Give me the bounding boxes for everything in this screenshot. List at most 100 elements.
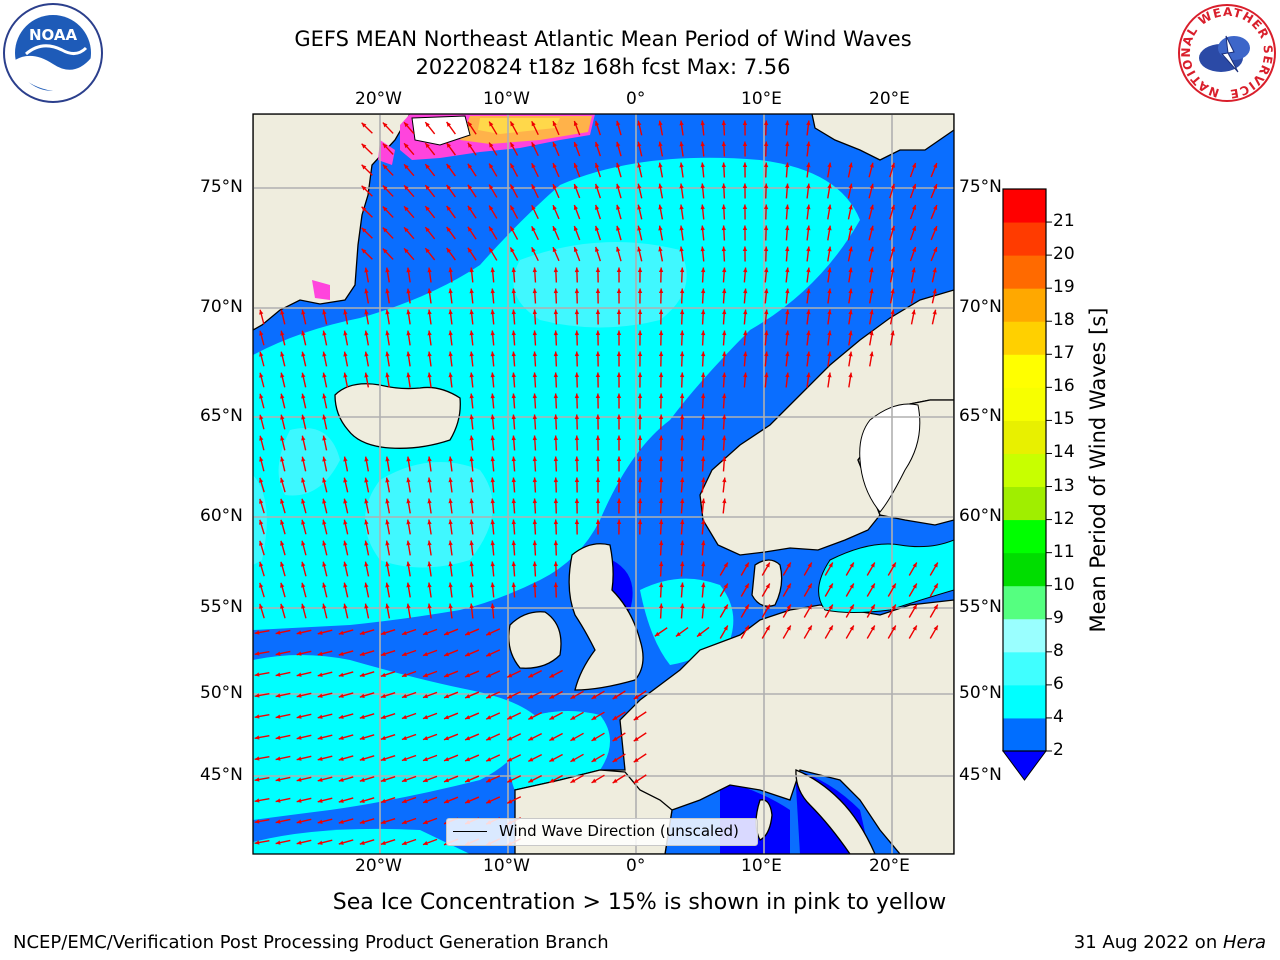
legend-label: Wind Wave Direction (unscaled) [499, 822, 739, 840]
wind-wave-arrow [385, 330, 390, 346]
wind-wave-arrow [806, 372, 811, 388]
wind-wave-arrow [595, 477, 601, 493]
wind-wave-arrow [532, 582, 538, 598]
wind-wave-arrow [637, 498, 643, 514]
wind-wave-arrow [317, 734, 333, 740]
wind-wave-arrow [259, 477, 265, 493]
wind-wave-arrow [637, 204, 643, 220]
wind-wave-arrow [658, 246, 664, 262]
wind-wave-arrow [531, 246, 539, 262]
wind-wave-arrow [343, 561, 349, 577]
wind-wave-arrow [658, 183, 664, 199]
wind-wave-arrow [785, 225, 790, 241]
wind-wave-arrow [742, 225, 748, 241]
wind-wave-arrow [488, 163, 498, 177]
wind-wave-arrow [469, 498, 474, 514]
wind-wave-arrow [742, 141, 748, 157]
wind-wave-arrow [848, 288, 853, 304]
wind-wave-arrow [594, 204, 602, 220]
wind-wave-arrow [464, 796, 480, 804]
wind-wave-arrow [343, 330, 349, 346]
wind-wave-arrow [616, 351, 622, 367]
colorbar-tick-label: 16 [1053, 376, 1075, 397]
wind-wave-arrow [658, 288, 664, 304]
wind-wave-arrow [782, 604, 792, 618]
wind-wave-arrow [910, 309, 916, 325]
wind-wave-arrow [782, 562, 792, 576]
wind-wave-arrow [889, 246, 895, 262]
wind-wave-arrow [511, 267, 516, 283]
wind-wave-arrow [594, 246, 602, 262]
wind-wave-arrow [721, 225, 727, 241]
wind-wave-arrow [406, 582, 411, 598]
wind-wave-arrow [721, 162, 727, 178]
wind-wave-arrow [467, 142, 477, 156]
wind-wave-arrow [485, 712, 501, 720]
wind-wave-arrow [722, 267, 727, 283]
wind-wave-arrow [488, 247, 498, 261]
wind-wave-arrow [275, 776, 291, 782]
wind-wave-arrow [322, 414, 328, 430]
wind-wave-arrow [364, 351, 370, 367]
wind-wave-arrow [259, 393, 265, 409]
wind-wave-arrow [763, 162, 769, 178]
wind-wave-arrow [785, 309, 790, 325]
wind-wave-arrow [658, 141, 664, 157]
wind-wave-arrow [401, 817, 417, 825]
wind-wave-arrow [679, 288, 685, 304]
wind-wave-arrow [488, 121, 498, 135]
wind-wave-arrow [591, 711, 605, 721]
wind-wave-arrow [385, 540, 391, 556]
wind-wave-arrow [889, 225, 895, 241]
wind-wave-arrow [930, 246, 938, 262]
wind-wave-arrow [275, 671, 291, 677]
colorbar-tick-label: 4 [1053, 706, 1064, 727]
wind-wave-arrow [317, 629, 333, 635]
wind-wave-arrow [761, 583, 771, 597]
wind-wave-arrow [443, 754, 459, 762]
wind-wave-arrow [343, 603, 349, 619]
wind-wave-arrow [637, 309, 643, 325]
wind-wave-arrow [382, 164, 394, 176]
lon-label-top-0: 0° [626, 89, 646, 109]
wind-wave-arrow [485, 775, 501, 783]
wind-wave-arrow [764, 309, 769, 325]
wind-wave-arrow [574, 498, 580, 514]
wind-wave-arrow [301, 561, 307, 577]
colorbar-band [1003, 387, 1046, 421]
wind-wave-arrow [552, 141, 560, 157]
wind-wave-arrow [889, 204, 895, 220]
wind-wave-arrow [847, 183, 853, 199]
wind-wave-arrow [511, 582, 516, 598]
colorbar-band [1003, 717, 1046, 752]
wind-wave-arrow [401, 775, 417, 783]
wind-wave-arrow [887, 604, 897, 618]
wind-wave-arrow [464, 649, 480, 657]
ireland [508, 611, 562, 669]
wind-wave-arrow [364, 540, 370, 556]
wind-wave-arrow [740, 625, 750, 639]
wind-wave-arrow [553, 498, 559, 514]
wind-wave-arrow [361, 164, 373, 176]
wind-wave-arrow [868, 204, 874, 220]
wind-wave-arrow [679, 225, 684, 241]
wind-wave-arrow [721, 120, 727, 136]
wind-wave-arrow [406, 351, 411, 367]
wind-wave-arrow [637, 456, 643, 472]
wind-wave-arrow [464, 733, 480, 741]
wind-wave-arrow [364, 603, 370, 619]
wind-wave-arrow [446, 184, 456, 198]
wind-wave-arrow [680, 519, 685, 535]
wind-wave-arrow [742, 204, 748, 220]
wind-wave-arrow [679, 246, 684, 262]
wind-wave-arrow [637, 372, 643, 388]
wind-wave-arrow [764, 288, 769, 304]
wind-wave-arrow [443, 691, 459, 699]
lon-label-bottom-10w: 10°W [483, 856, 530, 876]
wind-wave-arrow [322, 393, 328, 409]
wind-wave-arrow [637, 519, 643, 535]
wind-wave-arrow [595, 456, 601, 472]
wind-wave-arrow [490, 540, 495, 556]
wind-wave-arrow [448, 603, 453, 619]
wind-wave-arrow [722, 498, 727, 514]
